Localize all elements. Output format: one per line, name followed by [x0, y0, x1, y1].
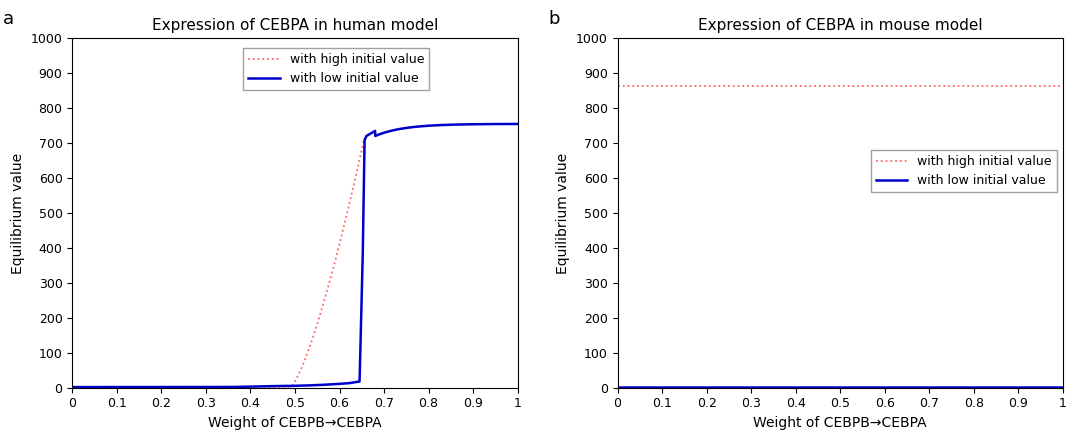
with high initial value: [66, 384, 79, 389]
with high initial value: [236, 384, 249, 389]
with low initial value: [116, 385, 129, 390]
X-axis label: Weight of CEBPB→CEBPA: Weight of CEBPB→CEBPA: [208, 416, 382, 430]
with low initial value: [511, 121, 524, 127]
with low initial value: [502, 121, 515, 127]
Title: Expression of CEBPA in human model: Expression of CEBPA in human model: [152, 18, 438, 33]
with high initial value: [502, 121, 515, 127]
Title: Expression of CEBPA in mouse model: Expression of CEBPA in mouse model: [697, 18, 982, 33]
Y-axis label: Equilibrium value: Equilibrium value: [556, 153, 570, 273]
Y-axis label: Equilibrium value: Equilibrium value: [11, 153, 25, 273]
with low initial value: [66, 385, 79, 390]
Text: a: a: [3, 10, 14, 28]
with low initial value: [455, 122, 468, 127]
Legend: with high initial value, with low initial value: with high initial value, with low initia…: [244, 48, 429, 90]
X-axis label: Weight of CEBPB→CEBPA: Weight of CEBPB→CEBPA: [754, 416, 927, 430]
Text: b: b: [548, 10, 559, 28]
with low initial value: [255, 384, 268, 389]
with high initial value: [116, 384, 129, 389]
Line: with low initial value: with low initial value: [72, 124, 517, 387]
with high initial value: [255, 384, 268, 389]
Line: with high initial value: with high initial value: [72, 124, 517, 387]
with high initial value: [511, 121, 524, 127]
with low initial value: [143, 385, 156, 390]
Legend: with high initial value, with low initial value: with high initial value, with low initia…: [871, 150, 1056, 192]
with low initial value: [236, 384, 249, 389]
with high initial value: [455, 122, 468, 127]
with high initial value: [143, 384, 156, 389]
